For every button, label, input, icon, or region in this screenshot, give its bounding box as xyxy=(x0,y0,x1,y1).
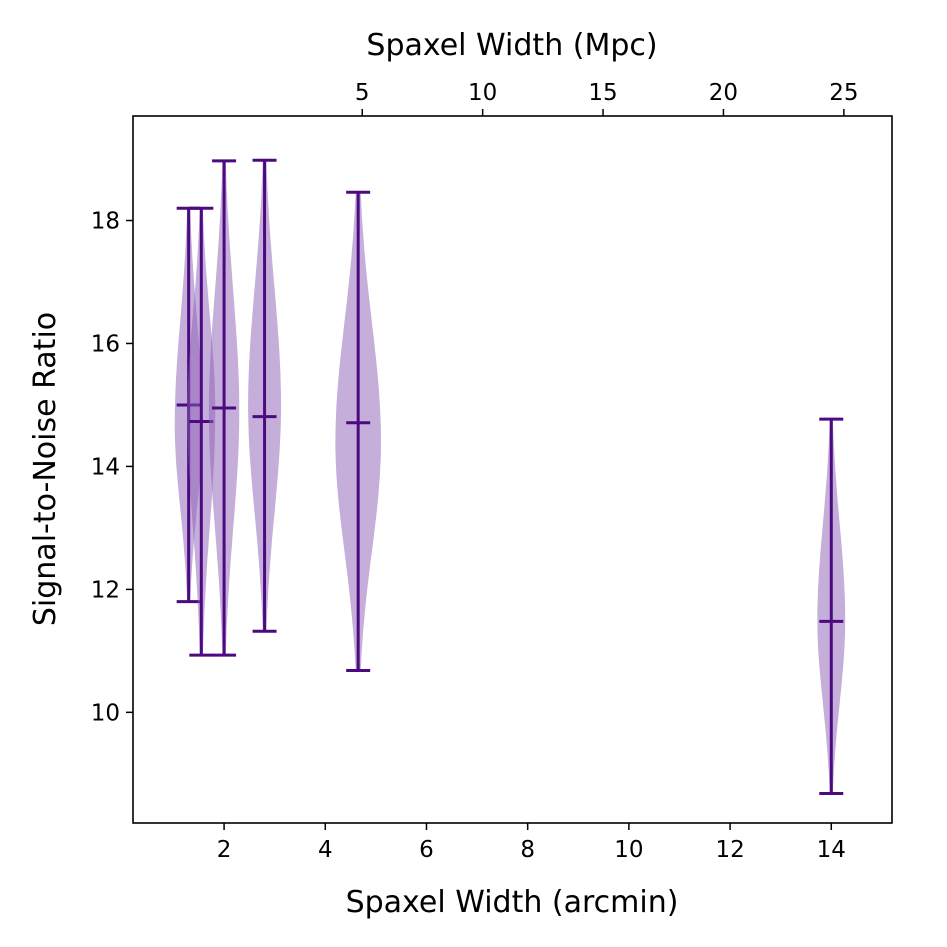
x-tick-label: 4 xyxy=(318,837,333,863)
violins-layer xyxy=(174,158,846,795)
ticks-layer: 2 4 6 8 10 12 14 10 12 14 16 18 5 10 15 20 25 xyxy=(91,80,859,863)
secondary-x-axis-title: Spaxel Width (Mpc) xyxy=(366,28,657,63)
y-tick-label: 12 xyxy=(91,577,120,603)
plot-frame xyxy=(132,115,893,824)
y-tick-label: 16 xyxy=(91,331,120,357)
secondary-x-tick-label: 25 xyxy=(829,80,858,106)
x-tick-label: 6 xyxy=(419,837,434,863)
x-tick-label: 14 xyxy=(817,837,846,863)
x-axis-title: Spaxel Width (arcmin) xyxy=(346,885,679,920)
secondary-x-tick-label: 10 xyxy=(468,80,497,106)
x-tick-label: 2 xyxy=(217,837,232,863)
y-tick-label: 10 xyxy=(91,700,120,726)
secondary-x-tick-label: 15 xyxy=(588,80,617,106)
y-tick-label: 14 xyxy=(91,454,120,480)
x-tick-label: 10 xyxy=(614,837,643,863)
x-tick-label: 12 xyxy=(715,837,744,863)
secondary-x-tick-label: 20 xyxy=(709,80,738,106)
y-axis-title: Signal-to-Noise Ratio xyxy=(28,312,63,626)
x-tick-label: 8 xyxy=(520,837,535,863)
secondary-x-tick-label: 5 xyxy=(355,80,370,106)
y-tick-label: 18 xyxy=(91,209,120,235)
